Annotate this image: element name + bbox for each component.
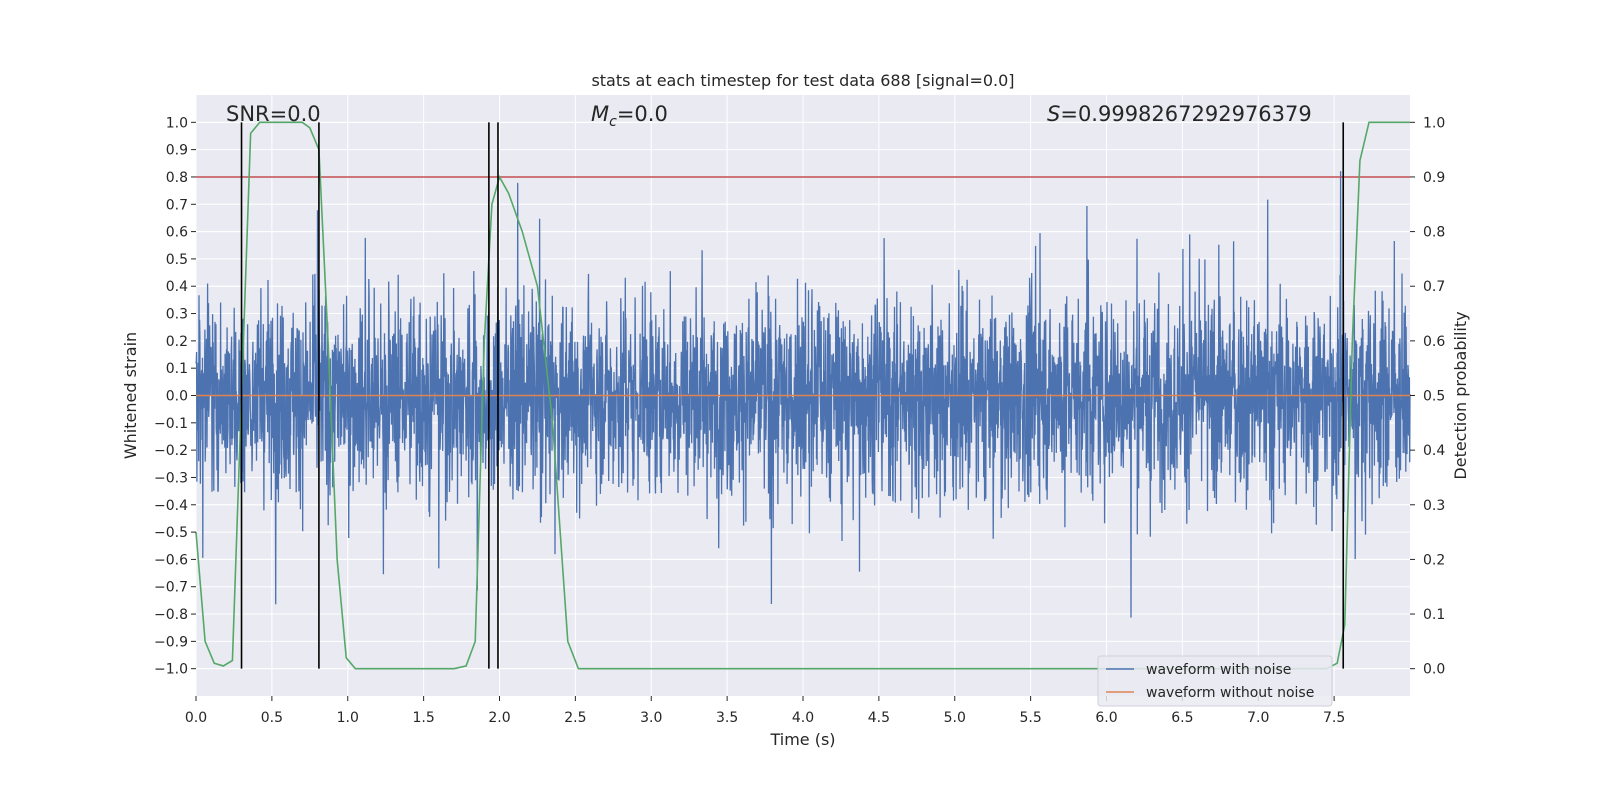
- legend-label: waveform without noise: [1146, 685, 1314, 701]
- y2-tick-label: 0.7: [1423, 279, 1445, 295]
- x-tick-label: 6.5: [1171, 710, 1193, 726]
- x-tick-label: 7.5: [1323, 710, 1345, 726]
- y2-tick-label: 0.8: [1423, 225, 1445, 241]
- y2-tick-label: 0.5: [1423, 389, 1445, 405]
- y2-tick-label: 0.9: [1423, 170, 1445, 186]
- x-tick-label: 2.0: [488, 710, 510, 726]
- snr-annotation: SNR=0.0: [226, 102, 321, 126]
- y-tick-label: −0.5: [154, 525, 188, 541]
- x-tick-label: 5.5: [1019, 710, 1041, 726]
- chirp-mass-value: =0.0: [617, 102, 668, 126]
- y-tick-label: 0.1: [166, 361, 188, 377]
- y-tick-label: 0.2: [166, 334, 188, 350]
- y-tick-label: −0.3: [154, 470, 188, 486]
- x-tick-label: 1.0: [337, 710, 359, 726]
- x-tick-label: 0.0: [185, 710, 207, 726]
- series-waveform-with-noise: [195, 171, 1411, 618]
- legend-label: waveform with noise: [1146, 662, 1291, 678]
- y-tick-label: −0.2: [154, 443, 188, 459]
- chirp-mass-subscript: c: [609, 114, 617, 130]
- y-tick-label: 0.0: [166, 389, 188, 405]
- y-tick-label: −0.1: [154, 416, 188, 432]
- y-tick-label: 1.0: [166, 115, 188, 131]
- x-tick-label: 3.0: [640, 710, 662, 726]
- y-tick-label: −1.0: [154, 662, 188, 678]
- x-tick-label: 0.5: [261, 710, 283, 726]
- legend: waveform with noise waveform without nois…: [1097, 655, 1333, 707]
- legend-box: [1097, 655, 1333, 707]
- y2-tick-label: 1.0: [1423, 115, 1445, 131]
- y2-tick-label: 0.3: [1423, 498, 1445, 514]
- x-axis-label: Time (s): [769, 730, 835, 749]
- y-tick-label: −0.6: [154, 552, 188, 568]
- y-tick-label: −0.7: [154, 580, 188, 596]
- x-tick-label: 6.0: [1095, 710, 1117, 726]
- y2-axis-label: Detection probability: [1451, 311, 1470, 479]
- y2-tick-label: 0.0: [1423, 662, 1445, 678]
- y-tick-label: −0.9: [154, 634, 188, 650]
- y-tick-label: 0.5: [166, 252, 188, 268]
- score-annotation: S=0.9998267292976379: [1047, 102, 1312, 126]
- y2-tick-label: 0.6: [1423, 334, 1445, 350]
- y-tick-label: 0.9: [166, 143, 188, 159]
- y-tick-label: −0.8: [154, 607, 188, 623]
- chart-title: stats at each timestep for test data 688…: [591, 71, 1014, 90]
- x-tick-label: 1.5: [412, 710, 434, 726]
- y2-tick-label: 0.4: [1423, 443, 1445, 459]
- y-tick-label: 0.3: [166, 307, 188, 323]
- y-tick-label: 0.8: [166, 170, 188, 186]
- y-tick-label: 0.4: [166, 279, 188, 295]
- y2-tick-label: 0.2: [1423, 552, 1445, 568]
- x-tick-label: 4.5: [868, 710, 890, 726]
- y-tick-label: 0.6: [166, 225, 188, 241]
- chirp-mass-symbol: M: [591, 102, 609, 126]
- x-tick-label: 5.0: [944, 710, 966, 726]
- x-tick-label: 7.0: [1247, 710, 1269, 726]
- y2-tick-label: 0.1: [1423, 607, 1445, 623]
- y-tick-label: 0.7: [166, 197, 188, 213]
- score-symbol: S: [1047, 102, 1060, 126]
- x-tick-label: 4.0: [792, 710, 814, 726]
- y-axis-label: Whitened strain: [121, 332, 140, 459]
- x-tick-label: 3.5: [716, 710, 738, 726]
- y-tick-label: −0.4: [154, 498, 188, 514]
- score-value: =0.9998267292976379: [1060, 102, 1311, 126]
- x-tick-label: 2.5: [564, 710, 586, 726]
- chirp-mass-annotation: Mc=0.0: [591, 102, 668, 130]
